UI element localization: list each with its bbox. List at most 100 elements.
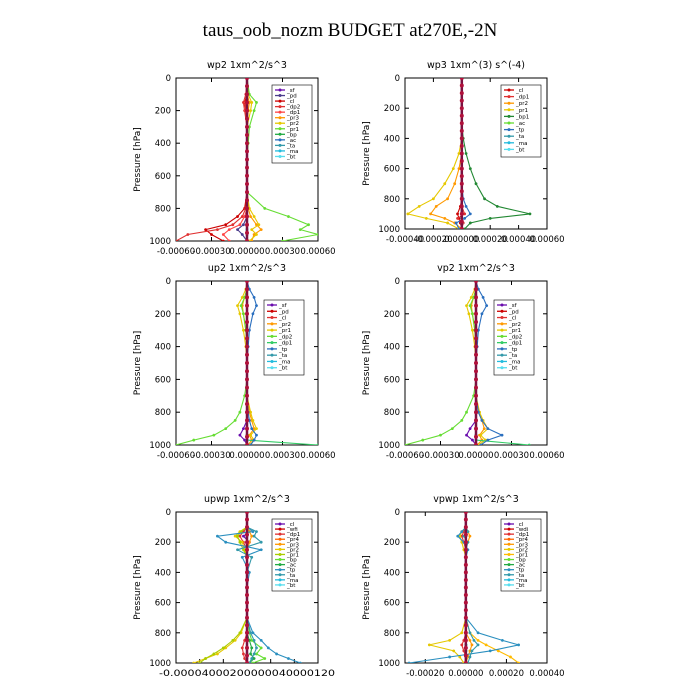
zero-line-marker <box>245 92 249 97</box>
zero-line-marker <box>245 295 249 300</box>
legend-marker <box>500 347 504 351</box>
legend-marker <box>278 563 282 567</box>
legend-marker <box>500 334 504 338</box>
zero-line-marker <box>245 287 249 292</box>
legend-label: _dp2 <box>286 105 300 111</box>
series-point <box>463 217 467 220</box>
series-point <box>233 534 237 538</box>
series-point <box>464 204 468 208</box>
zero-line-marker <box>245 540 249 545</box>
zero-line-marker <box>245 623 249 628</box>
legend-label: _tp <box>515 568 525 574</box>
x-tick-label: -0.00030 <box>421 451 459 461</box>
series-point <box>192 438 196 442</box>
zero-line-marker <box>474 287 478 292</box>
series-point <box>239 304 243 307</box>
series-group <box>405 281 531 445</box>
legend-label: _wdi <box>515 527 529 533</box>
zero-line-marker <box>474 385 478 390</box>
zero-line-marker <box>459 128 464 133</box>
panel-title: wp2 1xm^2/s^3 <box>207 60 287 71</box>
zero-line-marker <box>245 555 249 560</box>
series-point <box>212 652 216 656</box>
series-point <box>287 657 290 660</box>
legend-marker <box>507 108 511 112</box>
y-tick-label: 0 <box>166 277 171 287</box>
zero-line-marker <box>245 426 249 431</box>
legend-label: _ac <box>286 563 296 569</box>
y-tick-label: 400 <box>155 139 171 149</box>
series-point <box>316 233 318 236</box>
y-tick-label: 800 <box>155 408 171 418</box>
zero-line-marker <box>463 570 468 575</box>
zero-line-marker <box>245 525 249 530</box>
legend-marker <box>507 578 511 582</box>
series-point <box>439 433 442 437</box>
zero-line-marker <box>245 585 249 590</box>
panel-title: vpwp 1xm^2/s^3 <box>433 494 519 505</box>
legend-label: _pr1 <box>286 552 299 558</box>
series-point <box>227 228 231 231</box>
series-point <box>238 312 242 316</box>
legend-label: _wfi <box>286 527 298 533</box>
series-line <box>429 512 467 663</box>
series-point <box>456 217 459 220</box>
series-point <box>250 228 254 231</box>
series-point <box>316 443 318 445</box>
series-group <box>407 512 520 663</box>
y-axis-label: Pressure [hPa] <box>133 555 143 620</box>
series-point <box>216 228 219 231</box>
series-point <box>251 312 255 316</box>
series-line <box>406 78 463 229</box>
legend: _cl_wdi_dp1_pr4_pr3_pr2_pr1_bp_ac_tp_ta_… <box>500 518 542 592</box>
x-tick-label: 0.00060 <box>300 247 335 257</box>
zero-line-marker <box>245 181 249 186</box>
zero-line-marker <box>474 393 478 398</box>
chart-panel-3: up2 1xm^2/s^3 Pressure [hPa] 0 200 400 600 800… <box>133 263 336 461</box>
series-point <box>427 643 431 647</box>
legend-label: _bt <box>515 147 525 153</box>
zero-line-marker <box>245 600 249 605</box>
zero-line-marker <box>474 369 478 374</box>
zero-line-marker <box>474 281 478 283</box>
y-tick-label: 0 <box>395 277 400 287</box>
y-tick-label: 800 <box>384 408 400 418</box>
legend-marker <box>278 573 282 577</box>
series-point <box>471 438 474 442</box>
zero-line-marker <box>245 653 249 658</box>
x-tick-label: -0.00060 <box>157 451 195 461</box>
series-point <box>255 101 258 104</box>
legend-label: _pr4 <box>515 537 529 543</box>
series-point <box>482 427 486 430</box>
legend-marker <box>270 334 274 338</box>
legend-label: _bt <box>286 154 296 160</box>
series-point <box>446 197 449 201</box>
x-tick-label: 0.00040 <box>529 669 564 679</box>
y-axis-label: Pressure [hPa] <box>362 555 372 620</box>
zero-line-marker <box>463 630 468 635</box>
zero-line-marker <box>245 165 249 170</box>
legend-marker <box>278 132 282 136</box>
series-point <box>468 167 472 171</box>
x-tick-label: -0.00030 <box>192 247 230 257</box>
series-point <box>212 433 216 437</box>
legend-label: _ta <box>286 143 295 149</box>
zero-line-marker <box>474 377 478 382</box>
zero-line-marker <box>245 385 249 390</box>
series-point <box>210 233 213 236</box>
series-point <box>250 555 254 559</box>
series-point <box>443 217 447 220</box>
legend-marker <box>507 547 511 551</box>
y-tick-label: 600 <box>155 172 171 182</box>
legend-label: _sf <box>278 303 288 309</box>
zero-line-marker <box>463 562 468 567</box>
x-tick-label: 0.00030 <box>265 451 300 461</box>
zero-line-marker <box>245 352 249 357</box>
legend-marker <box>278 116 282 120</box>
series-point <box>468 221 472 225</box>
series-point <box>250 657 254 660</box>
panel-title: up2 1xm^2/s^3 <box>208 263 286 274</box>
series-point <box>474 182 478 186</box>
zero-line-marker <box>245 608 249 613</box>
series-point <box>259 228 263 231</box>
